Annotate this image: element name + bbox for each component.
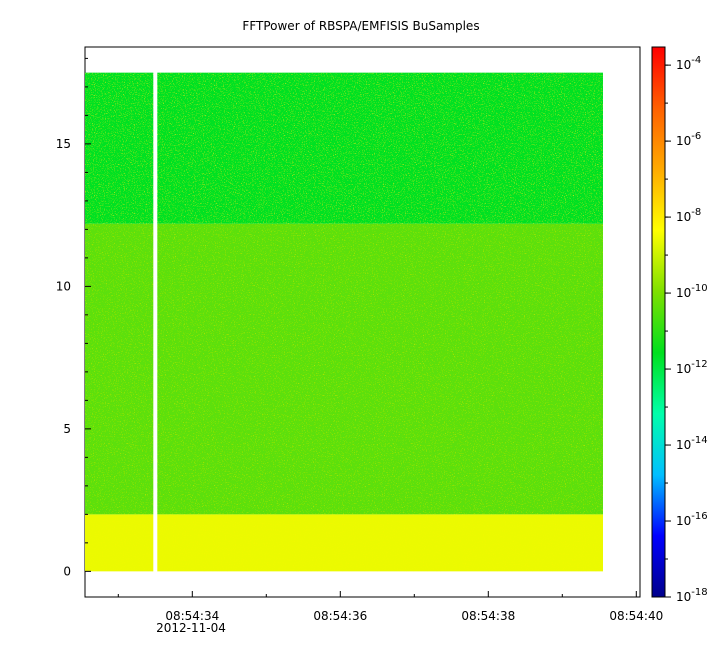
colorbar-exponent: -4 <box>691 55 701 66</box>
heatmap-band-3 <box>85 72 603 224</box>
colorbar-label-2: 10-8 <box>676 207 701 224</box>
y-tick-label-0: 0 <box>63 564 71 578</box>
colorbar-exponent: -12 <box>691 359 707 370</box>
colorbar-label-1: 10-6 <box>676 131 701 148</box>
y-tick-label-1: 5 <box>63 422 71 436</box>
x-axis: 08:54:34 08:54:36 08:54:38 08:54:40 <box>117 591 663 623</box>
x-date-label: 2012-11-04 <box>156 621 226 635</box>
y-tick-label-3: 15 <box>56 137 71 151</box>
colorbar-label-4: 10-12 <box>676 359 708 376</box>
colorbar <box>651 46 666 598</box>
colorbar-exponent: -16 <box>691 511 707 522</box>
chart-title: FFTPower of RBSPA/EMFISIS BuSamples <box>242 19 479 33</box>
heatmap-band-1 <box>85 514 603 572</box>
colorbar-label-5: 10-14 <box>676 435 708 452</box>
x-tick-label-0: 08:54:34 <box>165 609 219 623</box>
colorbar-label-0: 10-4 <box>676 55 701 72</box>
x-tick-label-1: 08:54:36 <box>313 609 367 623</box>
colorbar-exponent: -10 <box>691 283 707 294</box>
colorbar-label-7: 10-18 <box>676 587 708 604</box>
colorbar-exponent: -14 <box>691 435 707 446</box>
colorbar-axis: 10-4 10-6 10-8 10-10 10-12 10-14 10-16 10-18 <box>665 55 708 604</box>
y-tick-label-2: 10 <box>56 279 71 293</box>
colorbar-exponent: -6 <box>691 131 701 142</box>
colorbar-exponent: -8 <box>691 207 701 218</box>
heatmap-area <box>85 71 603 573</box>
data-gap <box>153 71 158 573</box>
colorbar-exponent: -18 <box>691 587 707 598</box>
y-axis: 0 5 10 15 <box>56 57 91 578</box>
x-tick-label-2: 08:54:38 <box>461 609 515 623</box>
colorbar-label-6: 10-16 <box>676 511 708 528</box>
heatmap-band-2 <box>85 223 603 515</box>
x-tick-label-3: 08:54:40 <box>609 609 663 623</box>
colorbar-label-3: 10-10 <box>676 283 708 300</box>
